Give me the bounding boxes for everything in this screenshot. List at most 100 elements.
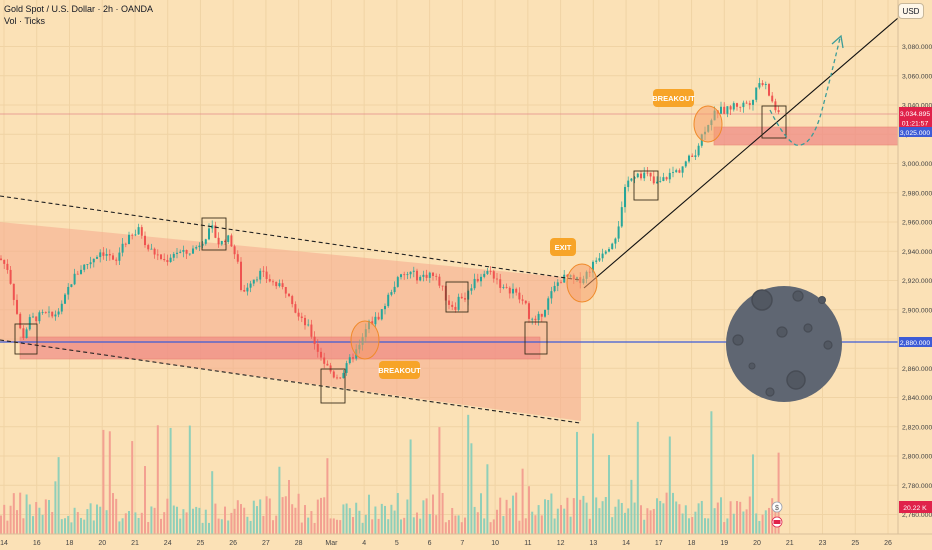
- volume-bar: [512, 495, 514, 534]
- candle-body: [451, 304, 454, 307]
- volume-bar: [83, 519, 86, 534]
- volume-bar: [182, 509, 185, 534]
- flag-icon[interactable]: [771, 516, 783, 528]
- candle-body: [118, 252, 121, 261]
- candle-body: [179, 251, 182, 253]
- resistance-zone: [713, 126, 899, 146]
- candle-body: [720, 106, 722, 114]
- volume-bar: [665, 492, 668, 534]
- volume-bar: [70, 522, 73, 534]
- time-tick-label: 16: [33, 540, 41, 547]
- volume-bar: [374, 506, 377, 534]
- candle-body: [227, 235, 230, 242]
- candle-body: [416, 270, 418, 281]
- volume-bar: [380, 503, 383, 534]
- volume-bar: [678, 504, 681, 534]
- candle-body: [140, 227, 143, 236]
- volume-bar: [124, 513, 127, 534]
- volume-bar: [627, 508, 630, 534]
- candle-body: [473, 278, 476, 289]
- candle-body: [748, 103, 751, 105]
- candle-body: [83, 264, 86, 270]
- candle-body: [758, 83, 761, 88]
- volume-bar: [313, 522, 316, 534]
- volume-bar: [608, 455, 610, 534]
- candle-body: [240, 261, 242, 290]
- volume-bar: [284, 496, 287, 534]
- candle-body: [348, 357, 351, 364]
- volume-bar: [160, 518, 162, 534]
- candle-body: [32, 316, 34, 318]
- candle-body: [393, 286, 396, 293]
- candle-body: [256, 279, 258, 281]
- volume-bar: [198, 507, 201, 534]
- volume-bar: [92, 520, 95, 534]
- breakout-circle: [693, 105, 723, 143]
- candle-body: [294, 304, 297, 313]
- candle-body: [288, 293, 290, 297]
- volume-bar: [464, 517, 466, 534]
- volume-bar: [720, 497, 722, 534]
- price-axis[interactable]: [898, 0, 932, 534]
- highlight-box: [524, 321, 548, 355]
- chart-legend[interactable]: Gold Spot / U.S. Dollar · 2h · OANDA Vol…: [4, 3, 153, 27]
- candle-body: [531, 318, 534, 320]
- candle-body: [563, 274, 566, 283]
- volume-bar: [297, 493, 300, 534]
- candle-body: [48, 311, 50, 313]
- exit-label[interactable]: EXIT: [550, 238, 576, 256]
- volume-bar: [28, 504, 31, 534]
- volume-bar: [752, 454, 754, 534]
- volume-bar: [140, 512, 143, 534]
- time-tick-label: 17: [655, 540, 663, 547]
- volume-bar: [553, 518, 556, 534]
- time-tick-label: 24: [164, 540, 172, 547]
- candle-body: [115, 259, 118, 261]
- time-tick-label: 6: [428, 540, 432, 547]
- volume-bar: [604, 497, 607, 534]
- volume-bar: [755, 513, 758, 534]
- volume-bar: [422, 500, 425, 534]
- candle-body: [380, 309, 383, 320]
- candle-body: [764, 84, 767, 85]
- volume-bar: [777, 452, 780, 534]
- volume-bar: [457, 515, 460, 534]
- volume-bar: [224, 506, 226, 534]
- volume-bar: [67, 515, 70, 534]
- ascending-trendline[interactable]: [583, 17, 899, 289]
- volume-bar: [496, 509, 498, 534]
- volume-bar: [339, 520, 342, 534]
- volume-bar: [214, 503, 217, 534]
- candle-body: [736, 103, 738, 107]
- volume-bar: [22, 518, 25, 534]
- volume-bar: [252, 500, 255, 534]
- volume-bar: [441, 492, 444, 534]
- time-axis[interactable]: [0, 534, 932, 550]
- candle-body: [396, 277, 399, 287]
- candle-body: [652, 176, 655, 184]
- breakout-label-low[interactable]: BREAKOUT: [378, 361, 421, 379]
- volume-bar: [428, 513, 431, 534]
- volume-bar: [585, 502, 588, 534]
- volume-bar: [19, 492, 22, 534]
- exit-label-text: EXIT: [555, 243, 572, 252]
- candle-body: [105, 254, 108, 256]
- breakout-label-high[interactable]: BREAKOUT: [652, 89, 695, 107]
- candle-body: [419, 276, 422, 281]
- candle-body: [0, 258, 2, 260]
- volume-bar: [268, 498, 271, 534]
- candle-body: [752, 99, 754, 105]
- candle-body: [265, 271, 268, 280]
- volume-bar: [672, 492, 674, 534]
- volume-bar: [358, 510, 361, 534]
- projection-arrow[interactable]: [769, 37, 841, 146]
- volume-bar: [483, 518, 486, 534]
- volume-bar: [192, 508, 194, 534]
- candle-body: [476, 278, 479, 282]
- volume-bar: [320, 497, 322, 534]
- dividend-icon[interactable]: $: [771, 501, 783, 513]
- volume-bar: [531, 511, 534, 534]
- currency-button[interactable]: USD: [898, 3, 924, 19]
- volume-bar: [144, 466, 146, 534]
